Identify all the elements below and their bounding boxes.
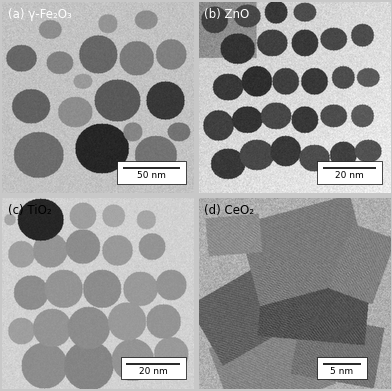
Text: (c) TiO₂: (c) TiO₂ [8, 204, 52, 217]
Text: (a) γ-Fe₂O₃: (a) γ-Fe₂O₃ [8, 8, 72, 21]
Text: (d) CeO₂: (d) CeO₂ [204, 204, 254, 217]
Bar [317, 161, 382, 183]
Bar [121, 357, 186, 380]
Text: 20 nm: 20 nm [335, 171, 364, 180]
Text: (b) ZnO: (b) ZnO [204, 8, 250, 21]
Text: 50 nm: 50 nm [137, 171, 166, 180]
Bar [117, 161, 186, 183]
Text: 20 nm: 20 nm [139, 367, 168, 376]
Bar [317, 357, 367, 380]
Text: 5 nm: 5 nm [330, 367, 354, 376]
